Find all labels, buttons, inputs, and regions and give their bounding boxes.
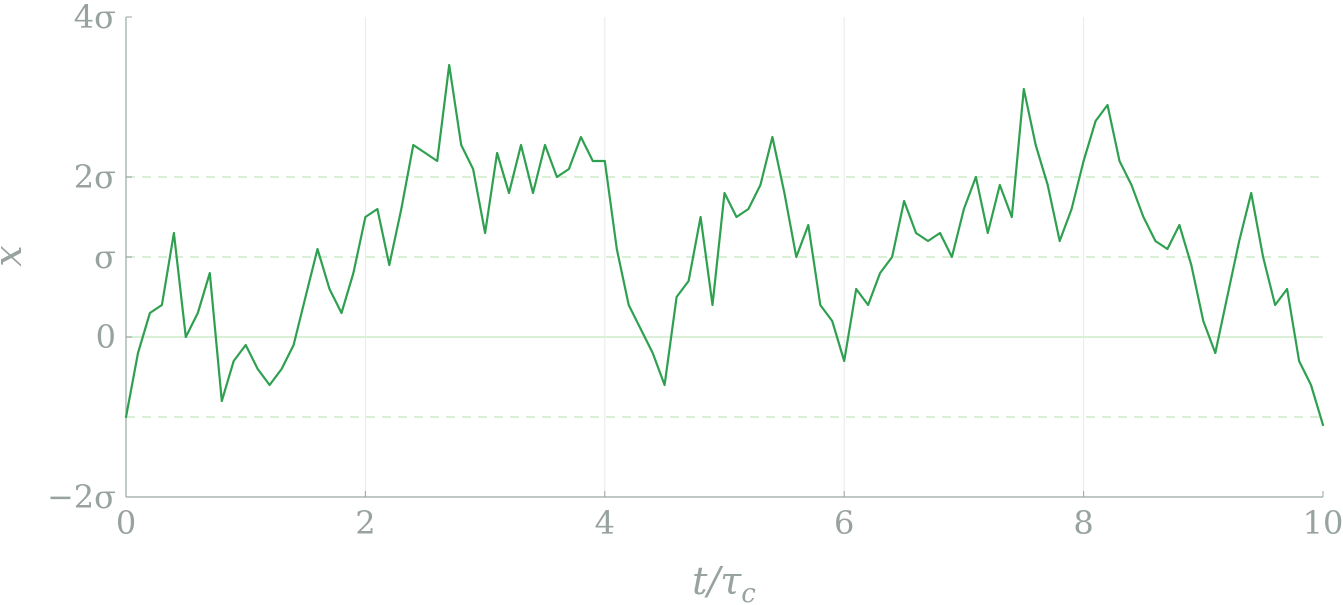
x-tick-label: 2 xyxy=(355,504,375,542)
x-tick-label: 6 xyxy=(834,504,854,542)
x-tick-label: 8 xyxy=(1073,504,1093,542)
y-axis-label: x xyxy=(0,245,30,266)
data-line xyxy=(124,63,1325,427)
y-tick-label: 0 xyxy=(96,318,116,356)
y-tick-label: 2σ xyxy=(74,158,116,196)
reference-lines xyxy=(126,176,1323,418)
x-tick-label: 0 xyxy=(116,504,136,542)
x-axis-label: t/τc xyxy=(692,559,756,605)
y-tick-label: −2σ xyxy=(47,478,116,516)
y-tick-label: 4σ xyxy=(74,0,116,36)
x-tick-label: 4 xyxy=(595,504,615,542)
series-layer xyxy=(124,63,1325,427)
grid xyxy=(364,17,1085,497)
y-tick-label: σ xyxy=(94,238,116,276)
x-tick-label: 10 xyxy=(1303,504,1343,542)
